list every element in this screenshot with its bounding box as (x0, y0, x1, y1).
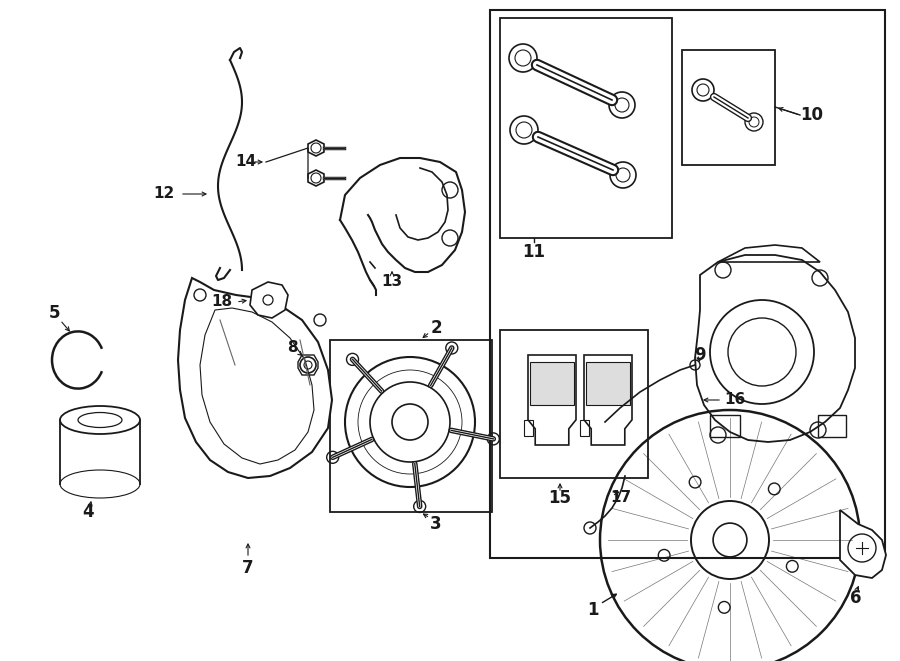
Polygon shape (530, 362, 573, 405)
Bar (818, 415, 846, 437)
Polygon shape (695, 255, 855, 442)
Polygon shape (250, 282, 288, 318)
Polygon shape (587, 362, 630, 405)
Text: 5: 5 (50, 304, 61, 322)
Bar (500, 18, 672, 238)
Text: 15: 15 (548, 489, 572, 507)
Bar (490, 10, 885, 558)
Text: 11: 11 (523, 243, 545, 261)
Text: 1: 1 (587, 601, 599, 619)
Text: 2: 2 (430, 319, 442, 337)
Text: 12: 12 (153, 186, 175, 202)
Text: 17: 17 (610, 490, 631, 506)
Text: 3: 3 (430, 515, 442, 533)
Text: 7: 7 (242, 559, 254, 577)
Polygon shape (308, 170, 324, 186)
Text: 13: 13 (382, 274, 402, 290)
Text: 16: 16 (724, 393, 745, 407)
Text: 9: 9 (694, 346, 706, 364)
Bar (330, 340, 492, 512)
Text: 10: 10 (800, 106, 823, 124)
Bar (500, 330, 648, 478)
Text: 18: 18 (212, 295, 232, 309)
Polygon shape (200, 308, 314, 464)
Polygon shape (308, 140, 324, 156)
Text: 8: 8 (287, 340, 297, 356)
Text: 4: 4 (82, 503, 94, 521)
Bar (682, 50, 775, 165)
Polygon shape (840, 510, 886, 578)
Text: 6: 6 (850, 589, 862, 607)
Text: 14: 14 (236, 155, 256, 169)
Polygon shape (178, 278, 332, 478)
Bar (710, 415, 740, 437)
